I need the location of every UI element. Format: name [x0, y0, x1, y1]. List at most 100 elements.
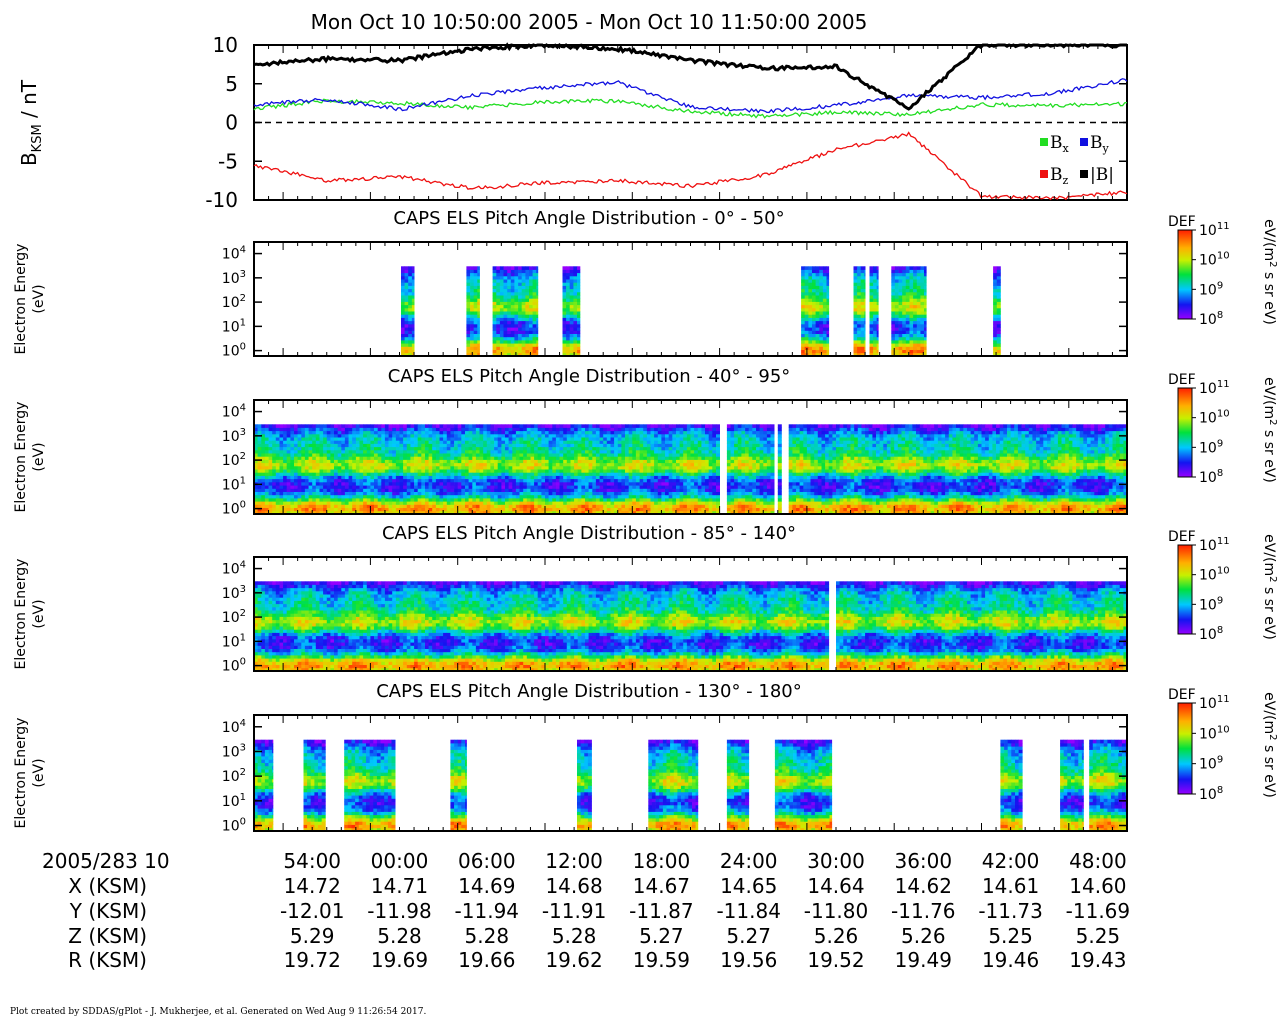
spectrogram-cell — [308, 446, 313, 451]
spectrogram-cell — [457, 459, 462, 464]
spectrogram-cell — [337, 501, 342, 505]
spectrogram-cell — [521, 317, 526, 322]
spectrogram-cell — [690, 482, 695, 486]
spectrogram-cell — [909, 317, 914, 322]
spectrogram-cell — [410, 498, 415, 502]
spectrogram-cell — [523, 510, 528, 515]
spectrogram-cell — [341, 498, 346, 502]
spectrogram-cell — [646, 465, 651, 470]
spectrogram-cell — [562, 340, 567, 344]
spectrogram-cell — [537, 491, 542, 496]
spectrogram-cell — [909, 288, 914, 293]
spectrogram-cell — [529, 320, 533, 325]
spectrogram-cell — [330, 478, 335, 483]
spectrogram-cell — [617, 494, 622, 499]
spectrogram-cell — [352, 462, 357, 467]
spectrogram-cell — [323, 469, 328, 473]
spectrogram-cell — [599, 504, 604, 508]
spectrogram-cell — [443, 437, 448, 441]
spectrogram-cell — [566, 488, 571, 492]
spectrogram-cell — [562, 269, 567, 274]
spectrogram-cell — [909, 324, 914, 328]
spectrogram-cell — [521, 343, 526, 347]
spectrogram-cell — [468, 475, 473, 480]
spectrogram-cell — [507, 343, 512, 347]
spectrogram-cell — [819, 336, 824, 341]
spectrogram-cell — [264, 462, 269, 467]
spectrogram-cell — [577, 279, 581, 283]
spectrogram-cell — [697, 427, 702, 432]
spectrogram-cell — [628, 459, 633, 464]
spectrogram-cell — [523, 501, 528, 505]
spectrogram-cell — [406, 424, 411, 428]
spectrogram-cell — [473, 343, 478, 347]
spectrogram-cell — [661, 510, 666, 515]
spectrogram-cell — [399, 433, 404, 438]
spectrogram-cell — [410, 433, 415, 438]
spectrogram-cell — [902, 295, 907, 299]
spectrogram-cell — [573, 282, 578, 286]
spectrogram-cell — [916, 349, 921, 354]
spectrogram-cell — [603, 440, 608, 444]
spectrogram-cell — [898, 352, 903, 357]
spectrogram-cell — [312, 491, 317, 496]
spectrogram-cell — [403, 427, 408, 432]
spectrogram-cell — [384, 440, 389, 444]
spectrogram-cell — [319, 504, 324, 508]
spectrogram-cell — [599, 443, 604, 448]
spectrogram-cell — [621, 433, 626, 438]
spectrogram-cell — [503, 314, 508, 318]
spectrogram-cell — [466, 333, 471, 338]
spectrogram-cell — [475, 488, 480, 492]
spectrogram-cell — [319, 475, 324, 480]
spectrogram-cell — [529, 272, 533, 277]
spectrogram-cell — [924, 320, 927, 325]
spectrogram-cell — [450, 507, 455, 512]
spectrogram-cell — [414, 459, 419, 464]
spectrogram-cell — [319, 510, 324, 515]
spectrogram-cell — [323, 453, 328, 457]
spectrogram-cell — [348, 469, 353, 473]
spectrogram-cell — [898, 272, 903, 277]
spectrogram-cell — [588, 449, 593, 454]
spectrogram-cell — [920, 346, 925, 350]
spectrogram-cell — [541, 498, 546, 502]
spectrogram-cell — [569, 317, 574, 322]
legend-label-bz: Bz — [1050, 165, 1069, 187]
spectrogram-cell — [563, 472, 568, 476]
spectrogram-cell — [359, 491, 364, 496]
spectrogram-cell — [499, 301, 504, 306]
spectrogram-cell — [457, 469, 462, 473]
spectrogram-cell — [510, 266, 515, 270]
spectrogram-cell — [290, 440, 295, 444]
spectrogram-cell — [534, 469, 539, 473]
spectrogram-cell — [279, 430, 284, 435]
mag-ytick-label: 0 — [225, 111, 238, 135]
spectrogram-cell — [268, 498, 273, 502]
spectrogram-cell — [902, 272, 907, 277]
spectrogram-cell — [403, 433, 408, 438]
legend-swatch-bx — [1040, 138, 1048, 146]
spectrogram-cell — [920, 282, 925, 286]
spectrogram-cell — [898, 343, 903, 347]
spectrogram-cell — [537, 459, 542, 464]
spectrogram-cell — [505, 491, 509, 496]
spectrogram-cell — [392, 433, 397, 438]
spectrogram-cell — [384, 462, 389, 467]
spectrogram-cell — [286, 440, 291, 444]
spectrogram-cell — [577, 433, 582, 438]
spectrogram-cell — [319, 507, 324, 512]
spectrogram-cell — [826, 266, 830, 270]
spectrogram-cell — [355, 453, 360, 457]
spectrogram-cell — [665, 433, 669, 438]
spectrogram-cell — [294, 462, 298, 467]
spectrogram-cell — [585, 427, 589, 432]
spectrogram-cell — [370, 494, 375, 499]
spectrogram-cell — [363, 501, 368, 505]
spectrogram-cell — [486, 498, 491, 502]
spectrogram-cell — [902, 352, 907, 357]
spectrogram-cell — [301, 475, 306, 480]
spectrogram-cell — [384, 482, 389, 486]
spectrogram-cell — [461, 437, 466, 441]
spectrogram-cell — [536, 340, 539, 344]
